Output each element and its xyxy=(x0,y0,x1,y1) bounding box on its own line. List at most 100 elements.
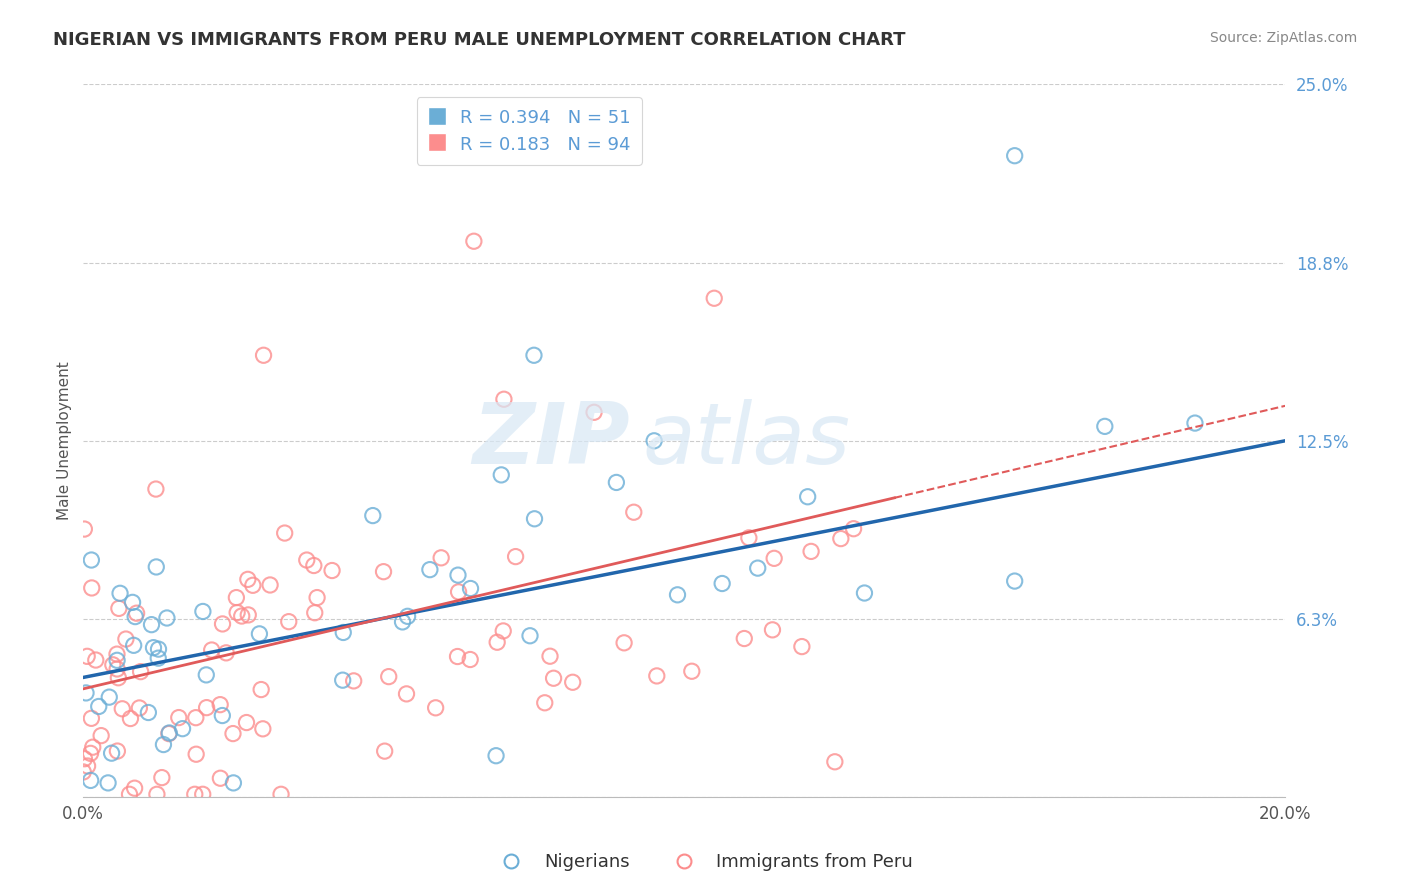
Point xyxy=(120,712,142,726)
Point xyxy=(76,649,98,664)
Point xyxy=(446,649,468,664)
Point xyxy=(796,490,818,504)
Point xyxy=(377,670,399,684)
Point xyxy=(605,475,627,490)
Point xyxy=(124,781,146,796)
Point xyxy=(209,771,232,785)
Point xyxy=(172,722,194,736)
Point xyxy=(167,710,190,724)
Point xyxy=(361,508,384,523)
Text: ZIP: ZIP xyxy=(472,400,630,483)
Point xyxy=(156,611,179,625)
Point xyxy=(142,640,165,655)
Text: atlas: atlas xyxy=(643,400,851,483)
Point xyxy=(222,726,245,740)
Point xyxy=(747,561,769,575)
Point xyxy=(121,595,143,609)
Point xyxy=(101,657,124,672)
Text: Source: ZipAtlas.com: Source: ZipAtlas.com xyxy=(1209,31,1357,45)
Point xyxy=(681,665,703,679)
Point xyxy=(157,726,180,740)
Point xyxy=(145,560,167,574)
Point xyxy=(373,565,395,579)
Point xyxy=(138,706,160,720)
Point xyxy=(430,550,453,565)
Point xyxy=(492,392,515,407)
Point xyxy=(80,581,103,595)
Point xyxy=(226,606,249,620)
Point xyxy=(73,522,96,536)
Point xyxy=(97,776,120,790)
Point xyxy=(252,348,274,362)
Point xyxy=(105,647,128,661)
Point xyxy=(73,752,96,766)
Point xyxy=(215,646,238,660)
Point xyxy=(505,549,527,564)
Point xyxy=(124,609,146,624)
Point xyxy=(115,632,138,646)
Point xyxy=(82,740,104,755)
Point xyxy=(108,586,131,600)
Point xyxy=(343,673,366,688)
Point xyxy=(321,564,343,578)
Point xyxy=(72,764,94,779)
Point xyxy=(519,629,541,643)
Point xyxy=(225,591,247,605)
Point xyxy=(211,616,233,631)
Point xyxy=(304,606,326,620)
Point xyxy=(332,625,354,640)
Point xyxy=(201,643,224,657)
Point xyxy=(1004,149,1026,163)
Point xyxy=(105,662,128,676)
Point xyxy=(84,653,107,667)
Point xyxy=(295,553,318,567)
Point xyxy=(458,652,481,666)
Point xyxy=(148,651,170,665)
Point xyxy=(79,773,101,788)
Point xyxy=(583,405,606,419)
Point xyxy=(184,711,207,725)
Point xyxy=(148,642,170,657)
Point xyxy=(523,348,546,362)
Point xyxy=(391,615,413,629)
Point xyxy=(87,699,110,714)
Point xyxy=(128,701,150,715)
Point xyxy=(195,668,218,682)
Text: NIGERIAN VS IMMIGRANTS FROM PERU MALE UNEMPLOYMENT CORRELATION CHART: NIGERIAN VS IMMIGRANTS FROM PERU MALE UN… xyxy=(53,31,905,49)
Point xyxy=(249,627,271,641)
Point xyxy=(80,711,103,725)
Point xyxy=(238,607,260,622)
Point xyxy=(790,640,813,654)
Point xyxy=(447,585,470,599)
Point xyxy=(76,759,98,773)
Point xyxy=(108,601,131,615)
Point xyxy=(332,673,354,688)
Point xyxy=(105,744,128,758)
Point xyxy=(711,576,734,591)
Point xyxy=(307,591,329,605)
Point xyxy=(98,690,121,705)
Point xyxy=(277,615,299,629)
Point xyxy=(538,649,561,664)
Point xyxy=(523,512,546,526)
Point xyxy=(90,729,112,743)
Point xyxy=(613,636,636,650)
Point xyxy=(645,669,668,683)
Point xyxy=(842,522,865,536)
Point xyxy=(107,671,129,685)
Point xyxy=(80,553,103,567)
Point xyxy=(486,635,509,649)
Point xyxy=(195,700,218,714)
Point xyxy=(643,434,665,448)
Point xyxy=(191,787,214,801)
Point xyxy=(1184,416,1206,430)
Point xyxy=(485,748,508,763)
Point xyxy=(184,787,207,801)
Point xyxy=(395,687,418,701)
Point xyxy=(111,702,134,716)
Point xyxy=(763,551,786,566)
Point xyxy=(1004,574,1026,588)
Point xyxy=(491,467,513,482)
Point xyxy=(374,744,396,758)
Point xyxy=(118,787,141,801)
